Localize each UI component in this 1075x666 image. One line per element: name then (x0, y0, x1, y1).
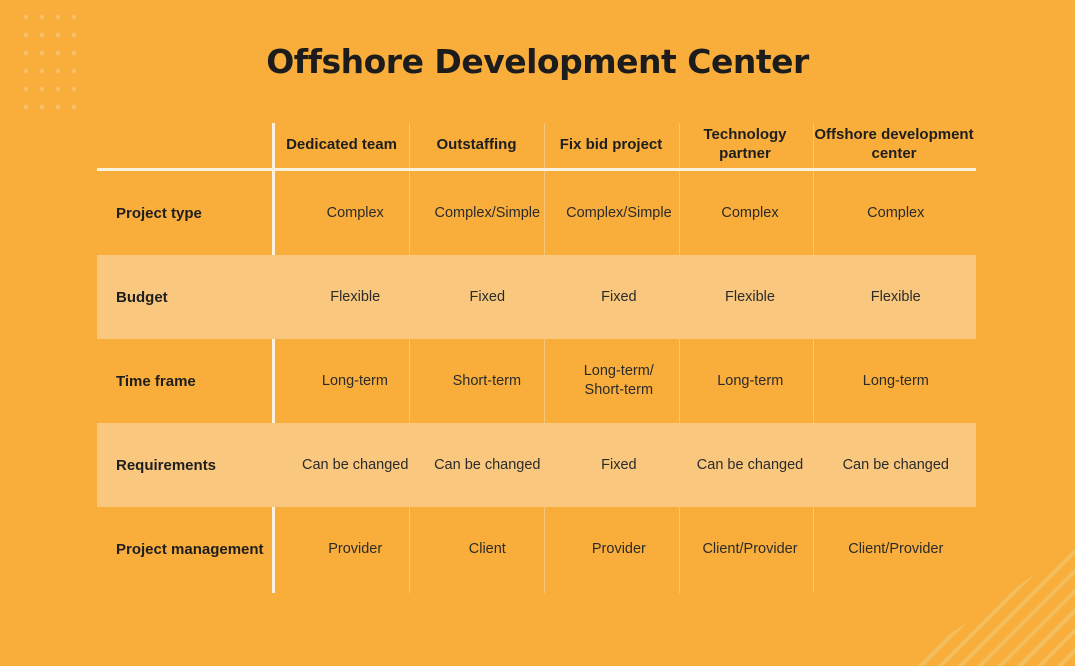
column-divider (409, 123, 410, 593)
row-label: Time frame (116, 372, 196, 390)
decorative-dot-grid (18, 8, 78, 118)
table-cell: Complex/Simple (566, 204, 672, 221)
header-cell-offshore-development-center: Offshore development center (814, 126, 974, 162)
table-cell: Complex (867, 204, 925, 221)
table-cell: Flexible (330, 288, 381, 305)
column-divider (544, 123, 545, 593)
table-cell: Can be changed (434, 456, 541, 473)
row-label: Budget (116, 288, 168, 306)
table-cell: Long-term (717, 372, 784, 389)
table-header-row: Dedicated team Outstaffing Fix bid proje… (97, 120, 976, 171)
table-cell: Flexible (725, 288, 775, 305)
header-cell-outstaffing: Outstaffing (436, 135, 517, 153)
table-cell: Long-term (321, 372, 388, 389)
table-cell: Provider (328, 540, 383, 557)
table-cell: Long-term/ Short-term (583, 363, 654, 398)
table-cell: Complex/Simple (434, 204, 541, 221)
header-column-divider (272, 123, 275, 593)
table-cell: Short-term (452, 372, 522, 389)
table-row-requirements: Requirements Can be changed Can be chang… (97, 423, 976, 507)
table-cell: Client (468, 540, 506, 557)
table-cell: Client/Provider (702, 540, 798, 557)
table-cell: Complex (326, 204, 384, 221)
table-cell: Fixed (601, 288, 637, 305)
table-row-project-management: Project management Provider Client Provi… (97, 507, 976, 591)
header-cell-fix-bid-project: Fix bid project (559, 135, 663, 153)
table-cell: Client/Provider (848, 540, 944, 557)
table-cell: Flexible (870, 288, 921, 305)
table-cell: Can be changed (842, 456, 949, 473)
table-cell: Provider (591, 540, 646, 557)
table-row-budget: Budget Flexible Fixed Fixed Flexible Fle… (97, 255, 976, 339)
table-cell: Long-term (862, 372, 929, 389)
column-divider (679, 123, 680, 593)
table-cell: Can be changed (302, 456, 409, 473)
column-divider (813, 123, 814, 593)
table-cell: Fixed (469, 288, 506, 305)
table-cell: Can be changed (696, 456, 804, 473)
table-row-project-type: Project type Complex Complex/Simple Comp… (97, 171, 976, 255)
table-cell: Fixed (601, 456, 637, 473)
header-cell-dedicated-team: Dedicated team (286, 135, 397, 153)
page-title: Offshore Development Center (266, 42, 809, 81)
table-row-time-frame: Time frame Long-term Short-term Long-ter… (97, 339, 976, 423)
table-cell: Complex (721, 204, 779, 221)
row-label: Project management (116, 540, 264, 558)
row-label: Requirements (116, 456, 217, 474)
comparison-table: Dedicated team Outstaffing Fix bid proje… (97, 120, 976, 593)
header-cell-technology-partner: Technology partner (703, 126, 787, 162)
row-label: Project type (116, 204, 202, 222)
